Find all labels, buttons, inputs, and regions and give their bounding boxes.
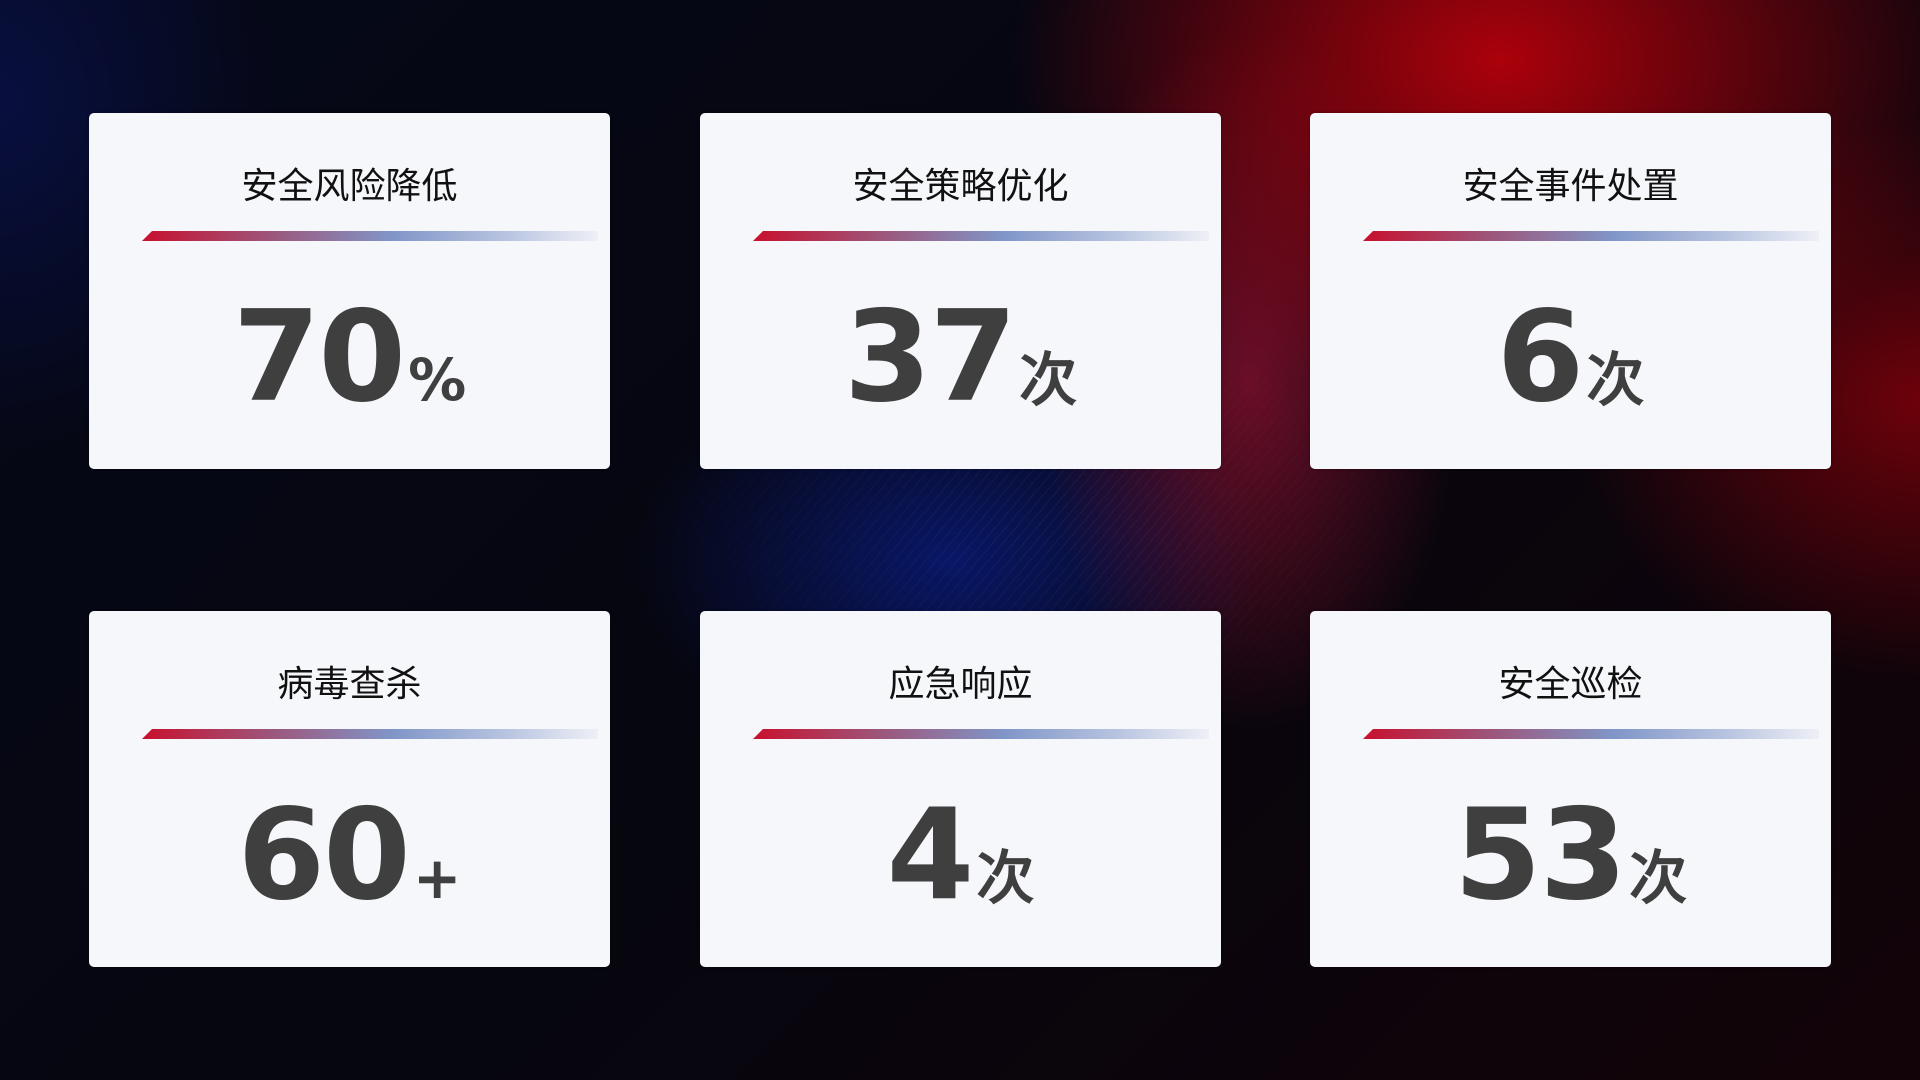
- value-unit: +: [412, 844, 462, 912]
- stat-card-emergency-response: 应急响应 4次: [700, 611, 1221, 967]
- stat-card-virus-removal: 病毒查杀 60+: [89, 611, 610, 967]
- card-title: 安全风险降低: [241, 166, 458, 207]
- card-divider: [1363, 729, 1819, 739]
- value-unit: 次: [976, 844, 1035, 912]
- card-divider: [753, 729, 1209, 739]
- card-title: 安全事件处置: [1462, 166, 1679, 207]
- value-number: 6: [1496, 283, 1585, 430]
- value-unit: 次: [1019, 346, 1078, 414]
- card-value: 4次: [700, 781, 1221, 928]
- card-value: 53次: [1310, 781, 1831, 928]
- value-number: 53: [1453, 781, 1627, 928]
- card-title: 病毒查杀: [277, 664, 422, 705]
- stat-card-security-patrol: 安全巡检 53次: [1310, 611, 1831, 967]
- card-title: 安全巡检: [1498, 664, 1643, 705]
- card-title: 安全策略优化: [852, 166, 1069, 207]
- stat-card-policy-optimization: 安全策略优化 37次: [700, 113, 1221, 469]
- value-unit: 次: [1586, 346, 1645, 414]
- card-divider: [142, 729, 598, 739]
- card-title: 应急响应: [888, 664, 1033, 705]
- card-divider: [142, 231, 598, 241]
- stat-card-risk-reduction: 安全风险降低 70%: [89, 113, 610, 469]
- card-divider: [753, 231, 1209, 241]
- value-number: 60: [237, 781, 411, 928]
- value-unit: %: [408, 346, 467, 414]
- value-number: 70: [232, 283, 406, 430]
- card-value: 60+: [89, 781, 610, 928]
- value-unit: 次: [1629, 844, 1688, 912]
- value-number: 37: [843, 283, 1017, 430]
- value-number: 4: [886, 781, 975, 928]
- stat-card-incident-handling: 安全事件处置 6次: [1310, 113, 1831, 469]
- card-divider: [1363, 231, 1819, 241]
- card-value: 37次: [700, 283, 1221, 430]
- card-value: 70%: [89, 283, 610, 430]
- card-value: 6次: [1310, 283, 1831, 430]
